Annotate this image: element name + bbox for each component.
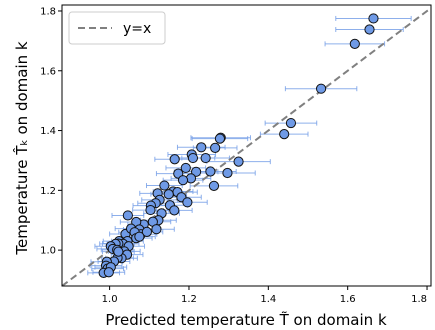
data-point (222, 167, 233, 179)
data-point (134, 231, 145, 242)
data-point (113, 246, 124, 257)
y-tick-label: 1.6 (40, 66, 56, 77)
x-tick-label: 1.0 (102, 294, 118, 305)
data-point (210, 142, 221, 153)
y-tick-label: 1.0 (40, 246, 56, 257)
y-tick-label: 1.4 (40, 126, 56, 137)
legend: y=x (68, 11, 166, 45)
data-point (196, 142, 207, 153)
x-tick-label: 1.4 (260, 294, 276, 305)
data-point (177, 175, 189, 186)
x-axis-label: Predicted temperature T̃ on domain k (105, 310, 387, 329)
y-axis-label: Temperature T̂ₖ on domain k (12, 41, 31, 255)
x-tick-label: 1.6 (340, 294, 356, 305)
y-tick-label: 1.8 (40, 6, 56, 17)
y-tick-label: 1.2 (40, 186, 56, 197)
data-point (169, 154, 180, 165)
data-point (208, 180, 220, 191)
data-point (187, 152, 199, 164)
data-point (214, 133, 226, 144)
data-point (285, 117, 297, 129)
data-point (163, 189, 174, 200)
legend-box (68, 11, 166, 45)
data-point (205, 166, 216, 177)
data-point (159, 180, 170, 191)
plot-frame (61, 4, 432, 287)
data-point (200, 152, 211, 164)
data-point (169, 205, 180, 216)
x-tick-label: 1.2 (181, 294, 197, 305)
data-point (364, 24, 375, 35)
data-point (180, 162, 191, 174)
data-point (182, 197, 193, 208)
data-point (233, 156, 244, 167)
legend-label: y=x (123, 21, 151, 37)
data-point (122, 210, 133, 221)
data-point (315, 83, 327, 94)
data-point (191, 166, 202, 177)
data-point (279, 129, 290, 140)
data-point (141, 226, 153, 237)
data-point (349, 38, 360, 49)
x-tick-label: 1.8 (411, 294, 427, 305)
data-point (145, 204, 156, 216)
data-point (103, 267, 114, 278)
data-point (151, 224, 162, 235)
data-point (368, 13, 379, 24)
